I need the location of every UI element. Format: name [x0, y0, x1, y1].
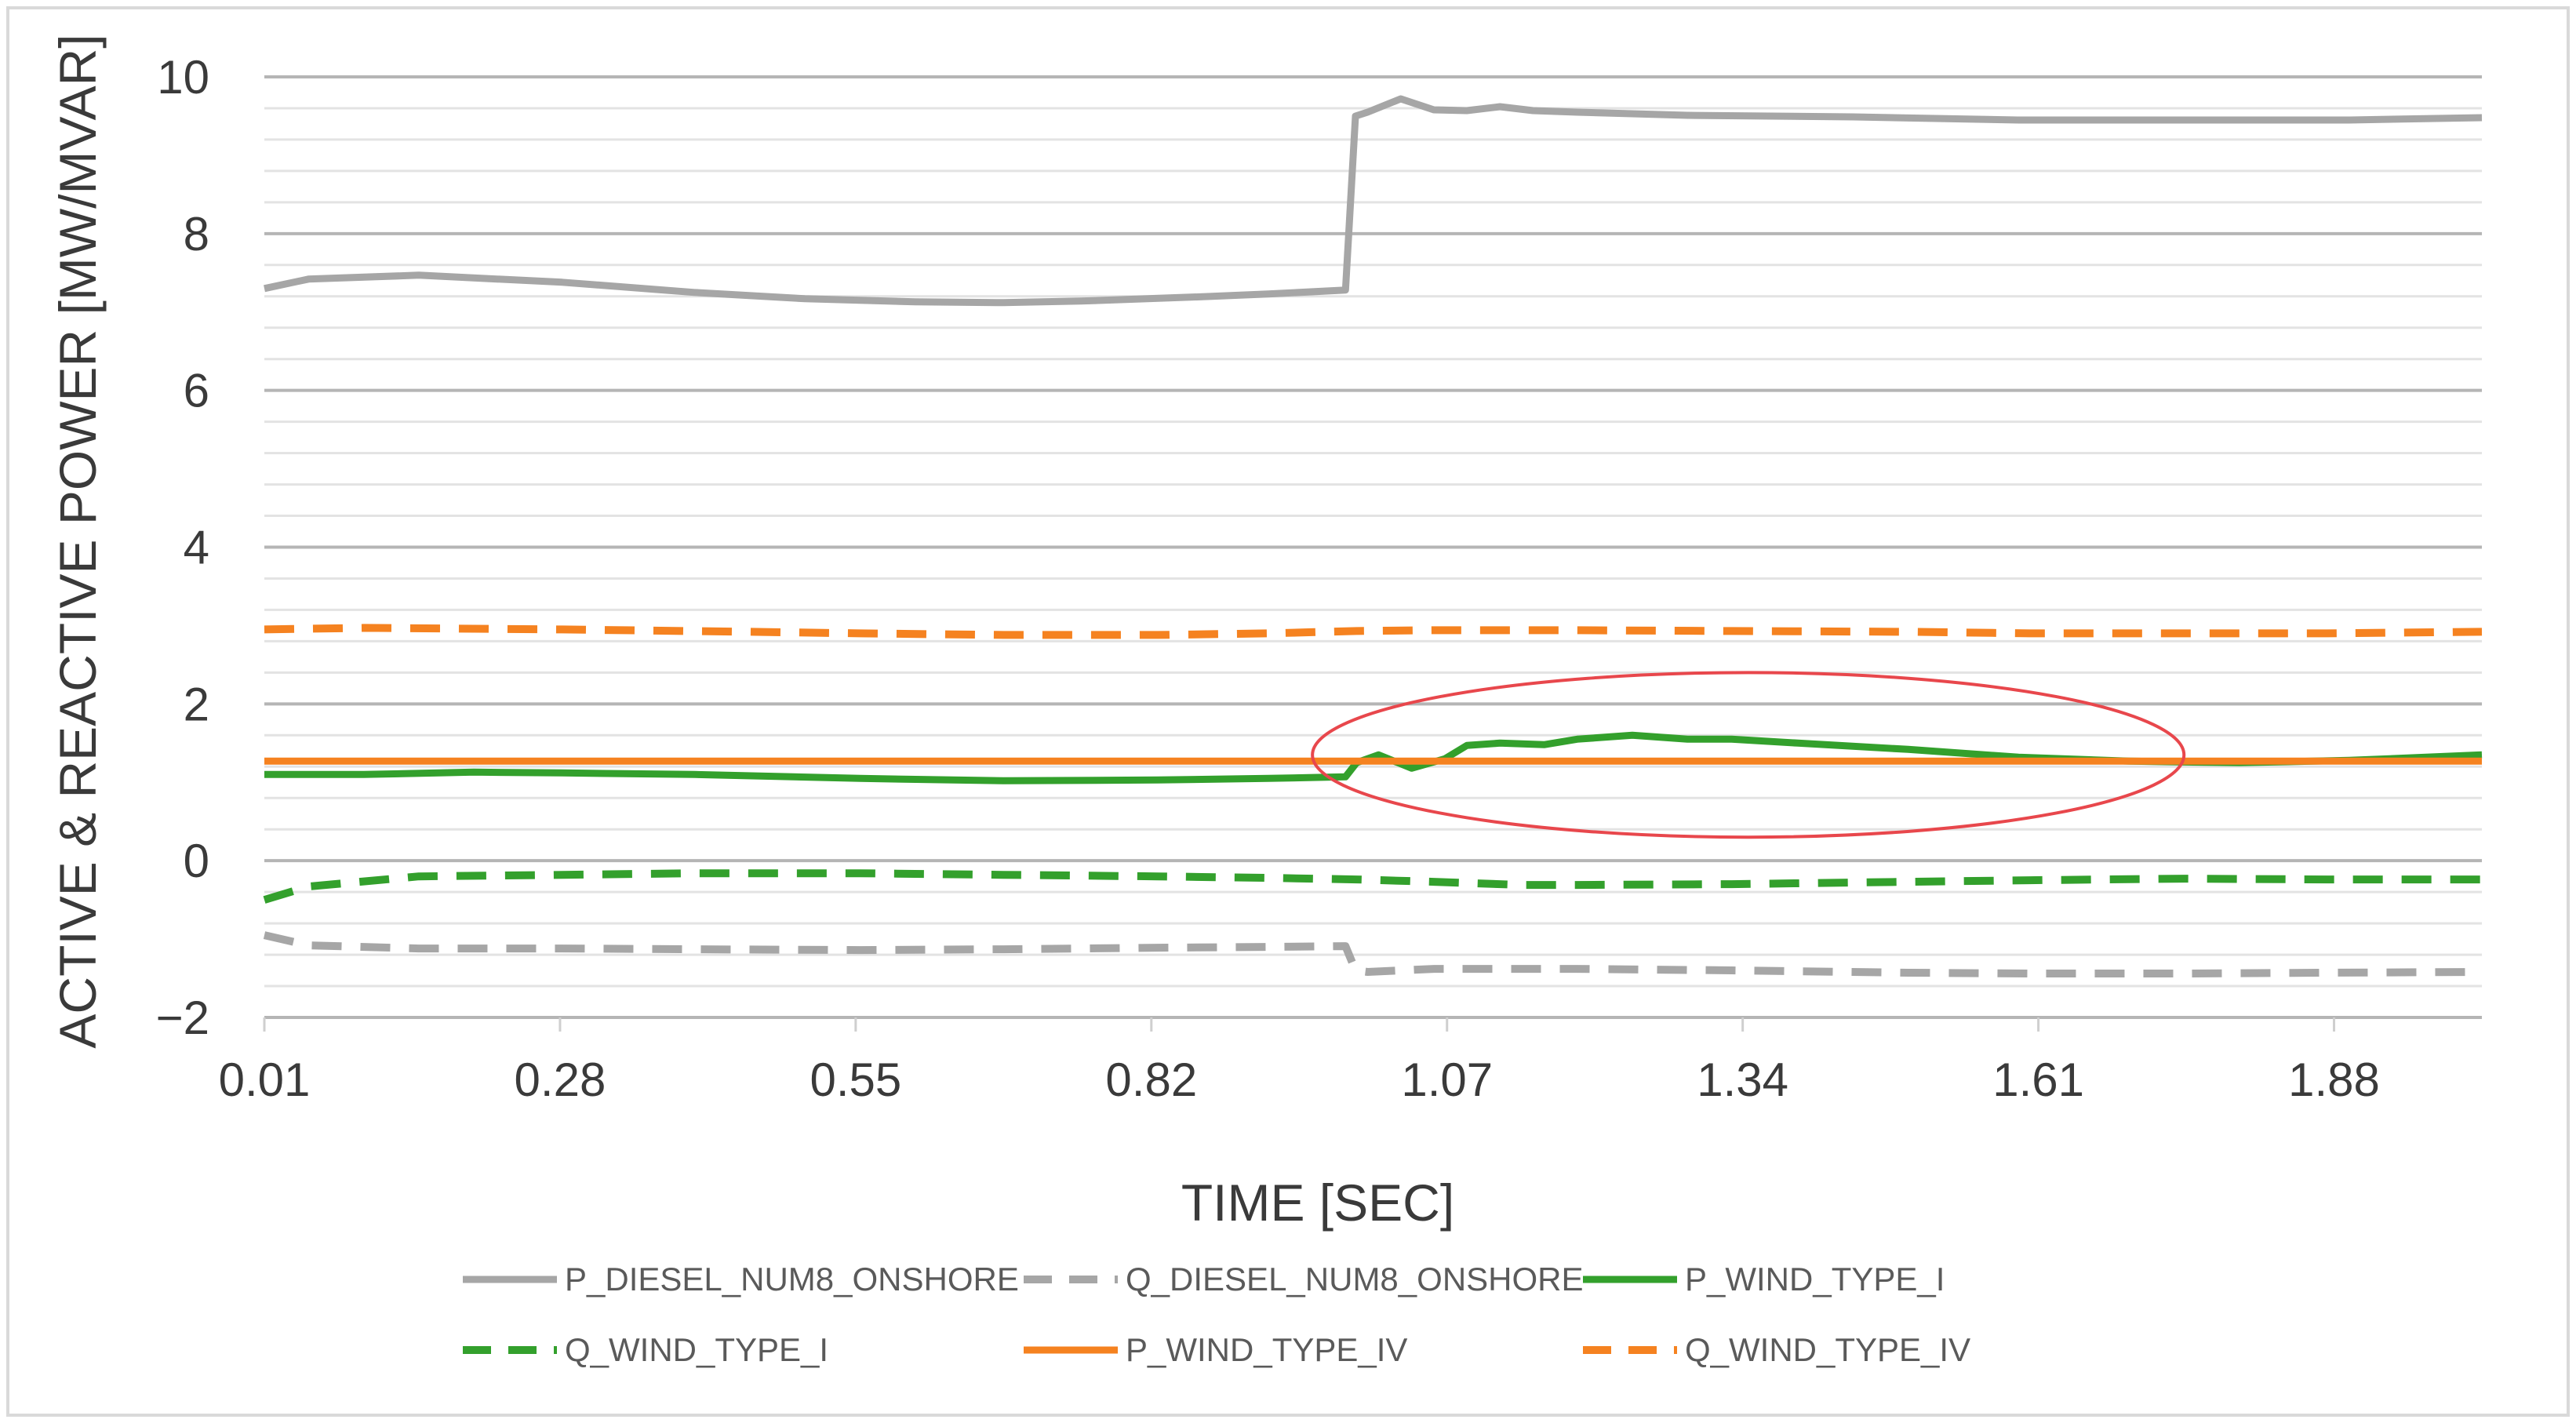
series-line-q-wind-type-iv — [264, 624, 2483, 639]
legend-label: Q_WIND_TYPE_I — [565, 1331, 828, 1368]
y-tick-label: 10 — [157, 51, 209, 104]
x-tick-label: 1.34 — [1697, 1054, 1788, 1106]
legend: P_DIESEL_NUM8_ONSHORE Q_DIESEL_NUM8_ONSHO… — [463, 1261, 1970, 1368]
y-axis-tick-labels: 10 8 6 4 2 0 −2 — [156, 51, 209, 1044]
y-tick-label: 6 — [184, 365, 209, 417]
legend-item-p-diesel-num8-onshore: P_DIESEL_NUM8_ONSHORE — [463, 1261, 1019, 1297]
x-tick-label: 0.28 — [515, 1054, 606, 1106]
series-line-q-wind-type-i — [263, 869, 2482, 904]
x-axis-title: TIME [SEC] — [1181, 1174, 1454, 1232]
x-tick-label: 1.61 — [1992, 1054, 2084, 1106]
x-tick-label: 0.01 — [219, 1054, 311, 1106]
x-tick-label: 1.07 — [1401, 1054, 1493, 1106]
legend-item-q-wind-type-iv: Q_WIND_TYPE_IV — [1583, 1331, 1970, 1368]
major-gridlines — [263, 75, 2482, 1032]
x-tick-label: 0.55 — [810, 1054, 901, 1106]
y-tick-label: 4 — [184, 522, 209, 574]
legend-label: P_DIESEL_NUM8_ONSHORE — [565, 1261, 1019, 1297]
series-line-p-diesel-num8-onshore — [264, 95, 2483, 307]
series-line-p-wind-type-i — [264, 731, 2483, 784]
y-axis-title: ACTIVE & REACTIVE POWER [MW/MVAR] — [49, 34, 107, 1048]
legend-label: Q_WIND_TYPE_IV — [1685, 1331, 1970, 1368]
legend-item-p-wind-type-iv: P_WIND_TYPE_IV — [1024, 1331, 1407, 1368]
legend-label: P_WIND_TYPE_IV — [1126, 1331, 1407, 1368]
chart-border — [6, 6, 2570, 1417]
x-tick-label: 0.82 — [1105, 1054, 1197, 1106]
y-tick-label: 0 — [184, 835, 209, 887]
series-layer — [263, 95, 2483, 977]
series-line-q-diesel-num8-onshore — [263, 931, 2483, 977]
highlight-ellipse — [1311, 671, 2186, 839]
x-tick-label: 1.88 — [2288, 1054, 2380, 1106]
y-tick-label: 8 — [184, 208, 209, 260]
legend-item-p-wind-type-i: P_WIND_TYPE_I — [1583, 1261, 1945, 1297]
legend-item-q-wind-type-i: Q_WIND_TYPE_I — [463, 1331, 828, 1368]
legend-label: Q_DIESEL_NUM8_ONSHORE — [1126, 1261, 1584, 1297]
legend-item-q-diesel-num8-onshore: Q_DIESEL_NUM8_ONSHORE — [1024, 1261, 1584, 1297]
legend-label: P_WIND_TYPE_I — [1685, 1261, 1945, 1297]
annotation-layer — [1311, 671, 2186, 839]
y-tick-label: 2 — [184, 678, 209, 730]
x-axis-tick-labels: 0.01 0.28 0.55 0.82 1.07 1.34 1.61 1.88 — [219, 1054, 2380, 1106]
y-tick-label: −2 — [156, 992, 209, 1044]
